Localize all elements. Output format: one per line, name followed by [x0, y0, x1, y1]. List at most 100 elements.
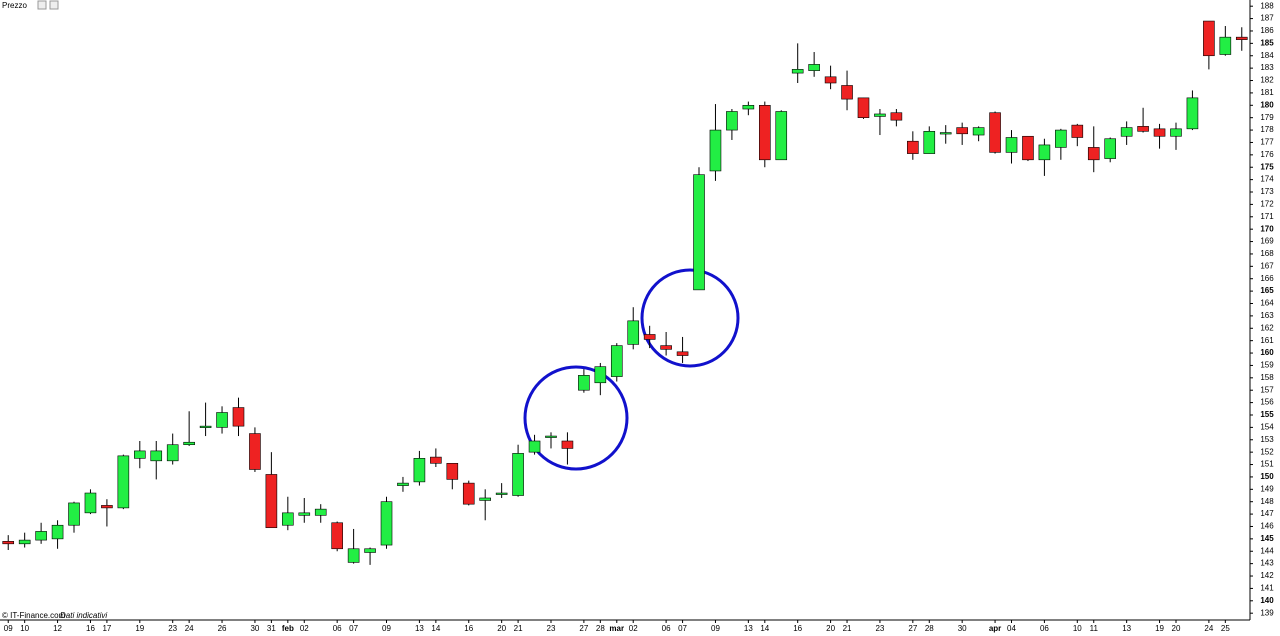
y-tick-label: 139 [1260, 608, 1274, 617]
x-tick-label: 23 [875, 624, 884, 633]
x-tick-label: 31 [267, 624, 276, 633]
candle-body [594, 366, 607, 384]
candle-body [1137, 126, 1149, 132]
icon[interactable] [49, 0, 59, 10]
y-tick-label: 169 [1260, 237, 1274, 246]
candle-body [1153, 128, 1166, 137]
y-tick-label: 183 [1260, 63, 1274, 72]
x-tick-label: 27 [908, 624, 917, 633]
y-tick-label: 162 [1260, 323, 1274, 332]
x-tick-label: 13 [744, 624, 753, 633]
y-tick-label: 147 [1260, 509, 1274, 518]
x-tick-label: 13 [415, 624, 424, 633]
y-tick-label: 185 [1260, 38, 1274, 47]
y-tick-label: 164 [1260, 299, 1274, 308]
y-tick-label: 174 [1260, 175, 1274, 184]
x-tick-label: 28 [596, 624, 605, 633]
y-tick-label: 184 [1260, 51, 1274, 60]
x-tick-label: 23 [547, 624, 556, 633]
x-tick-label: 04 [1007, 624, 1016, 633]
x-tick-label: 12 [53, 624, 62, 633]
y-tick-label: 151 [1260, 460, 1274, 469]
candle-body [430, 456, 442, 464]
candle-body [545, 435, 557, 438]
candle-body [446, 462, 459, 480]
y-tick-label: 165 [1260, 286, 1274, 295]
x-tick-label: 10 [1073, 624, 1082, 633]
candle-body [627, 320, 640, 345]
candle-body [989, 112, 1001, 153]
x-tick-label: 17 [102, 624, 111, 633]
candle-body [364, 548, 376, 553]
y-tick-label: 161 [1260, 336, 1274, 345]
x-tick-label: 07 [678, 624, 687, 633]
y-tick-label: 159 [1260, 361, 1274, 370]
y-tick-label: 180 [1260, 100, 1274, 109]
candle-body [791, 69, 804, 74]
candle-body [216, 412, 228, 428]
candle-body [1022, 135, 1034, 161]
x-tick-label: apr [989, 624, 1001, 633]
candle-body [1203, 20, 1215, 57]
candle-body [1038, 144, 1051, 161]
candle-body [1104, 138, 1116, 159]
y-tick-label: 182 [1260, 76, 1274, 85]
x-tick-label: 16 [86, 624, 95, 633]
y-tick-label: 143 [1260, 559, 1274, 568]
x-tick-label: 16 [464, 624, 473, 633]
icon[interactable] [37, 0, 47, 10]
x-tick-label: 13 [1122, 624, 1131, 633]
y-tick-label: 179 [1260, 113, 1274, 122]
y-tick-label: 144 [1260, 546, 1274, 555]
y-tick-label: 153 [1260, 435, 1274, 444]
x-tick-label: 06 [1040, 624, 1049, 633]
candle-body [907, 140, 919, 154]
x-tick-label: 14 [760, 624, 769, 633]
x-tick-label: 24 [1204, 624, 1213, 633]
candle-body [972, 127, 985, 136]
y-tick-label: 167 [1260, 261, 1274, 270]
y-tick-label: 170 [1260, 224, 1274, 233]
candle-body [1120, 127, 1133, 137]
x-tick-label: 07 [349, 624, 358, 633]
candle-body [709, 129, 722, 172]
y-tick-label: 160 [1260, 348, 1274, 357]
x-tick-label: 02 [300, 624, 309, 633]
candle-body [282, 512, 294, 526]
x-tick-label: 16 [793, 624, 802, 633]
x-tick-label: 30 [958, 624, 967, 633]
candle-body [512, 453, 524, 496]
candle-body [1087, 147, 1100, 161]
y-tick-label: 150 [1260, 472, 1274, 481]
candle-body [166, 444, 179, 462]
candle-body [676, 351, 689, 356]
chart-title: Prezzo [2, 1, 27, 10]
candle-body [249, 433, 261, 470]
y-tick-label: 142 [1260, 571, 1274, 580]
y-tick-label: 157 [1260, 385, 1274, 394]
candle-body [890, 112, 903, 121]
y-tick-label: 168 [1260, 249, 1274, 258]
x-tick-label: 27 [579, 624, 588, 633]
candle-body [150, 450, 163, 462]
y-tick-label: 166 [1260, 274, 1274, 283]
candle-body [18, 539, 31, 545]
y-tick-label: 154 [1260, 422, 1274, 431]
y-tick-label: 163 [1260, 311, 1274, 320]
candle-body [298, 512, 311, 516]
candle-body [1186, 97, 1199, 130]
candle-body [660, 345, 672, 350]
candle-body [808, 64, 820, 71]
x-tick-label: 20 [826, 624, 835, 633]
y-tick-label: 149 [1260, 484, 1274, 493]
candle-body [561, 440, 574, 449]
candle-body [134, 450, 146, 459]
y-tick-label: 187 [1260, 14, 1274, 23]
candle-body [84, 492, 97, 514]
candle-body [265, 474, 278, 529]
candle-body [232, 407, 245, 427]
x-tick-label: 20 [497, 624, 506, 633]
x-tick-label: 20 [1172, 624, 1181, 633]
